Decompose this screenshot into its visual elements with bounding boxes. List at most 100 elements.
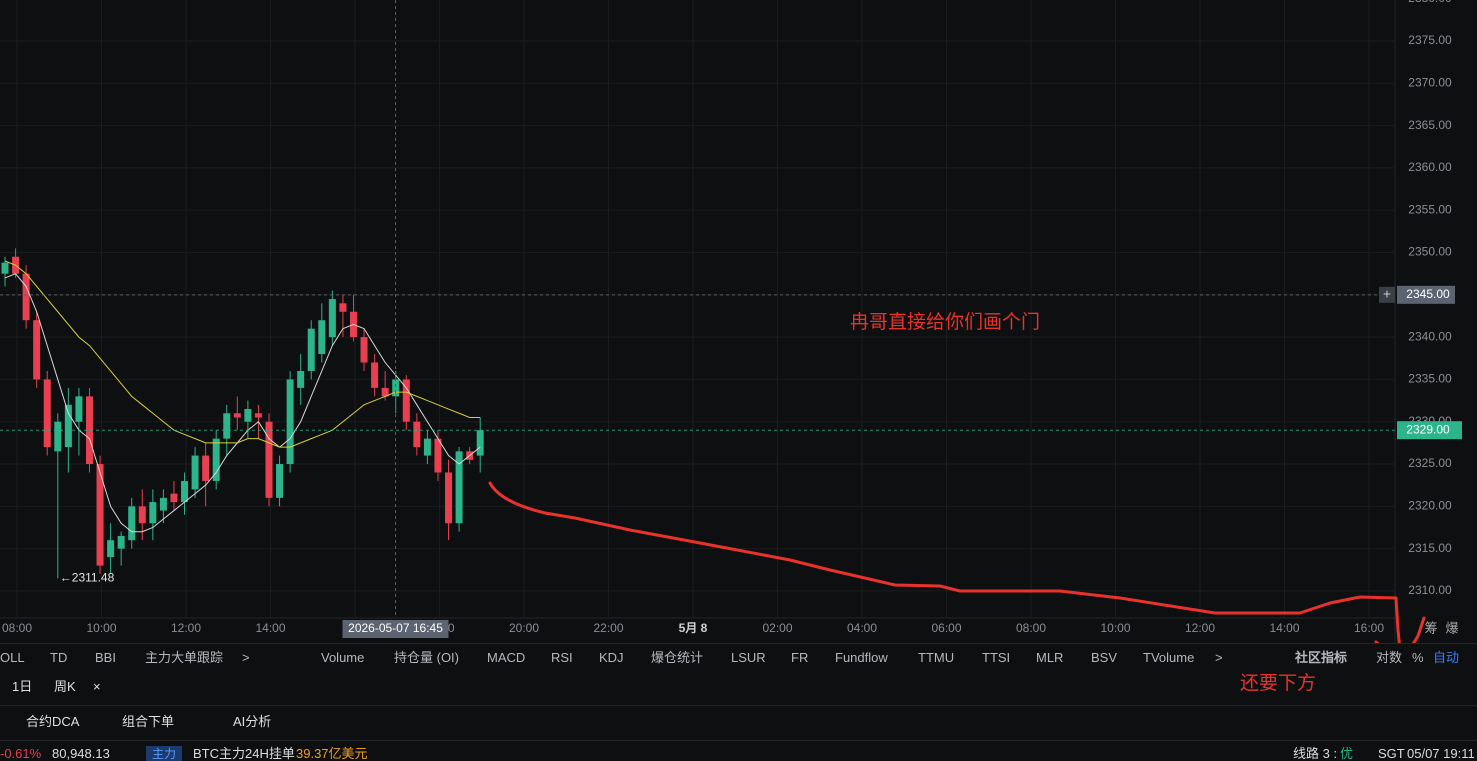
indicator-tab[interactable]: TTSI [982,650,1011,665]
candle-body [149,502,157,524]
indicator-tab[interactable]: 爆仓统计 [651,650,704,665]
x-tick-label: 12:00 [171,621,201,635]
x-tick-label: 10:00 [1100,621,1130,635]
candle-body [297,370,305,388]
candle-body [22,273,30,321]
price-label: 2329.00 [1406,422,1450,436]
annotation: 还要下方 [1240,673,1317,694]
ticker-label: BTC主力24H挂单 [193,746,295,761]
plus-btn [1379,286,1395,303]
candle-body [318,320,326,355]
indicator-tab[interactable]: LSUR [731,650,766,665]
y-tick-label: 2325.00 [1408,456,1452,470]
candle-body [138,506,146,524]
candle-body [33,320,41,380]
crosshair-x-box [342,620,449,638]
indicator-tab[interactable]: 主力大单跟踪 [145,650,224,665]
indicator-tab[interactable]: RSI [551,650,573,665]
tool-button[interactable]: 组合下单 [122,714,175,729]
candle-body [455,451,463,524]
indicator-tab[interactable]: MACD [487,650,526,665]
candle-body [265,421,273,498]
y-tick-label: 2370.00 [1408,76,1452,90]
change: -0.61% [0,746,42,761]
scale-option[interactable]: 对数 [1376,650,1403,665]
chart-bg [0,0,1477,643]
indicator-tab[interactable]: > [1215,650,1223,665]
x-tick-label: 20:00 [509,621,539,635]
candle-body [128,506,136,541]
indicator-tab[interactable]: Volume [321,650,365,665]
chart: 2310.002315.002320.002325.002330.002335.… [0,0,1477,643]
candle-body [43,379,51,448]
x-tick-label: 5月 8 [679,621,708,635]
hand-drawn-path [488,481,1426,643]
price-box [1397,421,1462,440]
candle-body [54,421,62,452]
tool-button[interactable]: AI分析 [233,714,272,729]
ticker-value: 39.37亿美元 [296,746,368,761]
candle-body [276,464,284,498]
scale-option[interactable]: % [1412,650,1424,665]
indicator-tab[interactable]: TVolume [1143,650,1195,665]
indicator-tab[interactable]: > [242,650,250,665]
indicator-tab[interactable]: FR [791,650,809,665]
x-tick-label: 14:00 [1269,621,1299,635]
separator [0,705,1477,706]
candle-body [286,379,294,465]
side-button: 爆 [1445,620,1458,635]
indicator-tab[interactable]: OLL [0,650,25,665]
x-tick-label: 22:00 [593,621,623,635]
indicator-tab[interactable]: BBI [95,650,116,665]
candle-body [381,387,389,397]
indicator-tab[interactable]: MLR [1036,650,1064,665]
indicator-tab[interactable]: TTMU [918,650,955,665]
separator [0,740,1477,741]
scale-option[interactable]: 自动 [1433,650,1460,665]
period-tab[interactable]: 周K [54,679,76,694]
indicator-tab[interactable]: 持仓量 (OI) [394,650,459,665]
candle-body [202,455,210,481]
candle-body [96,464,104,566]
candle-body [413,421,421,448]
moving-average [4,260,481,448]
moving-average [4,273,481,533]
indicator-tab[interactable]: KDJ [599,650,624,665]
period-tab[interactable]: × [93,679,101,694]
candle-body [328,299,336,338]
y-tick-label: 2340.00 [1408,329,1452,343]
low-marker: ←2311.48 [60,571,115,585]
candle-body [191,455,199,490]
community-indicators[interactable]: 社区指标 [1295,650,1348,665]
candle-body [64,404,72,448]
y-tick-label: 2335.00 [1408,372,1452,386]
y-tick-label: 2310.00 [1408,583,1452,597]
candle-body [117,535,125,549]
candle-body [233,413,241,418]
line-status: 线路 3 : [1293,746,1338,761]
period-tab[interactable]: 1日 [12,679,33,694]
indicator-tab[interactable]: TD [50,650,68,665]
candle-body [159,497,167,511]
y-tick-label: 2355.00 [1408,202,1452,216]
y-tick-label: 2365.00 [1408,118,1452,132]
candle-body [392,379,400,397]
candle-body [170,493,178,503]
crosshair-y-label: 2345.00 [1406,287,1450,301]
indicator-tab[interactable]: Fundflow [835,650,888,665]
timezone: SGT [1378,746,1405,761]
tool-button[interactable]: 合约DCA [26,714,80,729]
indicator-tab[interactable]: BSV [1091,650,1118,665]
candle-body [85,396,93,465]
candle-body [181,480,189,503]
x-tick-label: 08:00 [2,621,32,635]
price: 80,948.13 [52,746,110,761]
x-tick-label: 02:00 [762,621,792,635]
y-tick-label: 2315.00 [1408,541,1452,555]
y-tick-label: 2350.00 [1408,245,1452,259]
x-tick-label: 08:00 [1016,621,1046,635]
y-tick-label: 2375.00 [1408,33,1452,47]
candle-body [75,396,83,422]
candle-body [339,303,347,312]
x-tick-label: 16:00 [1354,621,1384,635]
